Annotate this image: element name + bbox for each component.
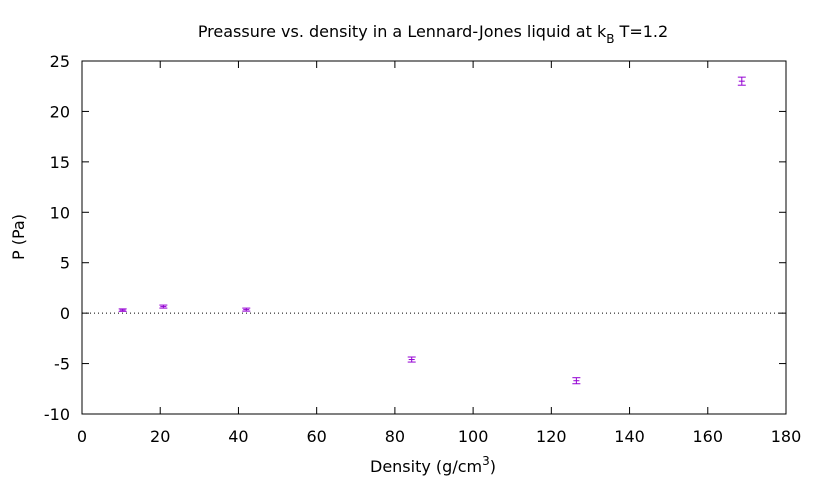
x-tick-label: 60 (306, 427, 326, 446)
data-points (118, 76, 746, 385)
x-tick-label: 140 (614, 427, 645, 446)
chart-title-subscript: B (606, 32, 614, 46)
x-tick-label: 80 (385, 427, 405, 446)
y-tick-label: 20 (50, 102, 70, 121)
plot-frame (81, 60, 787, 415)
y-tick-label: -10 (44, 405, 70, 424)
data-point (242, 307, 251, 312)
chart-title-tail: T=1.2 (614, 22, 668, 41)
x-tick-label: 0 (77, 427, 87, 446)
x-axis-label-superscript: 3 (482, 454, 490, 468)
y-tick-label: 10 (50, 203, 70, 222)
y-tick-label: 5 (60, 254, 70, 273)
x-axis-ticks: 0 20 40 60 80 100 120 140 160 180 (77, 61, 801, 446)
x-tick-label: 180 (771, 427, 802, 446)
y-tick-label: 15 (50, 153, 70, 172)
x-axis-label-tail: ) (490, 457, 496, 476)
x-axis-label: Density (g/cm3) (370, 454, 496, 476)
chart-title: Preassure vs. density in a Lennard-Jones… (198, 22, 668, 46)
y-axis-ticks: -10 -5 0 5 10 15 20 25 (44, 52, 786, 424)
x-tick-label: 20 (150, 427, 170, 446)
data-point (407, 356, 416, 363)
y-tick-label: 0 (60, 304, 70, 323)
x-tick-label: 120 (536, 427, 567, 446)
y-tick-label: -5 (54, 355, 70, 374)
data-point (737, 76, 746, 86)
y-tick-label: 25 (50, 52, 70, 71)
data-point (118, 308, 127, 312)
data-point (572, 377, 581, 385)
data-point (159, 304, 168, 309)
x-tick-label: 160 (693, 427, 724, 446)
x-tick-label: 40 (228, 427, 248, 446)
y-axis-label: P (Pa) (9, 214, 28, 260)
x-tick-label: 100 (458, 427, 489, 446)
